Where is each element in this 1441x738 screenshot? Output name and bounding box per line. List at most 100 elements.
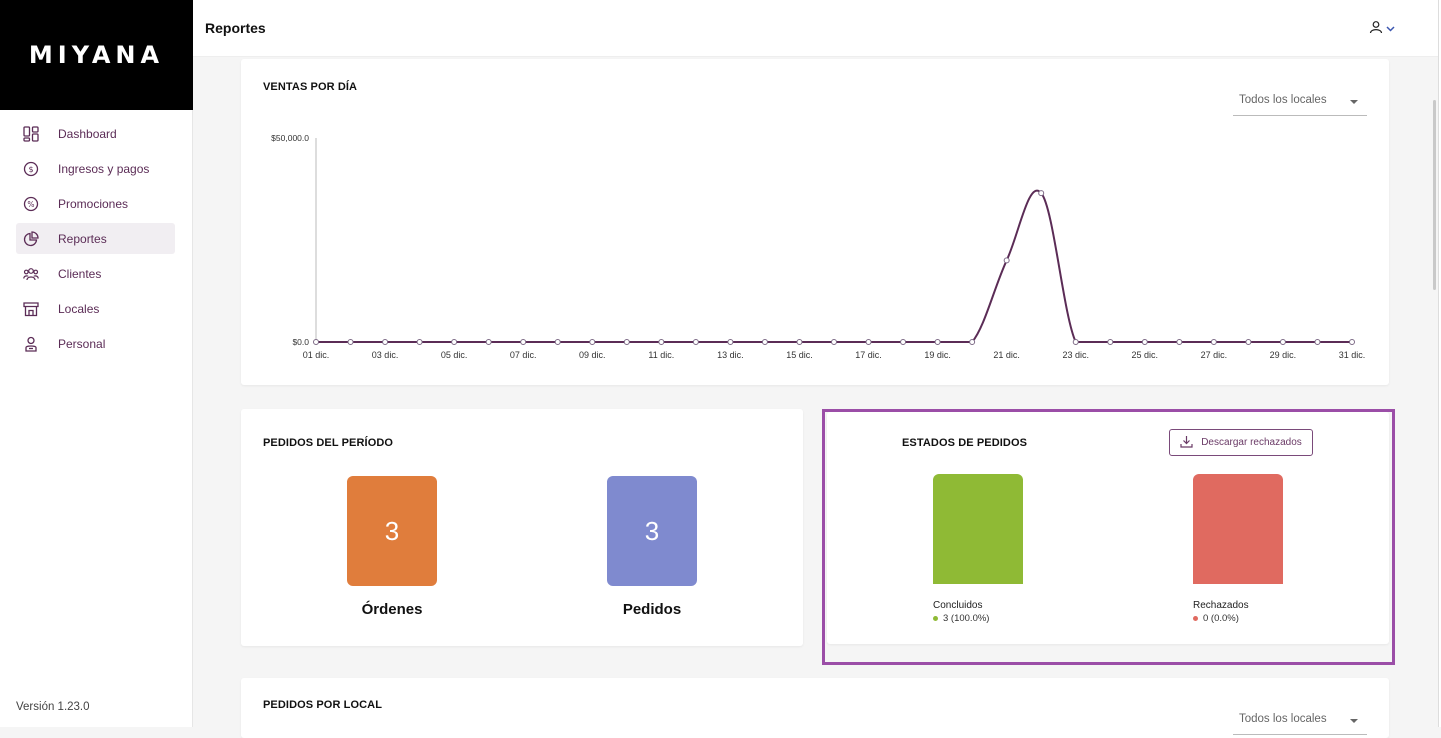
x-tick-label: 09 dic. (579, 350, 606, 360)
data-point (485, 339, 492, 345)
percent-icon: % (22, 195, 40, 213)
dollar-icon: $ (22, 160, 40, 178)
select-value: Todos los locales (1239, 94, 1327, 106)
data-point (831, 339, 837, 345)
sidebar-item-personal[interactable]: Personal (16, 328, 175, 359)
sidebar-item-label: Locales (58, 301, 100, 316)
x-tick-label: 07 dic. (510, 350, 537, 360)
data-point (761, 339, 768, 345)
select-value: Todos los locales (1239, 713, 1327, 725)
orders-caption: Órdenes (361, 601, 423, 618)
svg-text:%: % (27, 200, 34, 209)
logo[interactable]: MIYANA (0, 0, 193, 110)
x-tick-label: 15 dic. (786, 350, 813, 360)
page-title: Reportes (205, 20, 266, 36)
sidebar: MIYANA Dashboard $ Ingresos y pagos % Pr… (0, 0, 193, 727)
completed-bar (933, 474, 1023, 584)
completed-value: 3 (100.0%) (933, 613, 989, 624)
sidebar-item-dashboard[interactable]: Dashboard (16, 118, 175, 149)
y-tick-label: $0.0 (292, 337, 309, 347)
download-rejected-button[interactable]: Descargar rechazados (1169, 429, 1313, 456)
legend-dot (933, 616, 938, 621)
dashboard-icon (22, 125, 40, 143)
sidebar-item-reportes[interactable]: Reportes (16, 223, 175, 254)
completed-value-text: 3 (100.0%) (943, 613, 990, 624)
data-point (1245, 339, 1252, 345)
card-title: PEDIDOS DEL PERÍODO (263, 437, 394, 449)
sidebar-item-label: Personal (58, 336, 106, 351)
x-tick-label: 13 dic. (717, 350, 744, 360)
completed-label: Concluidos (933, 600, 983, 611)
sidebar-item-label: Promociones (58, 196, 129, 211)
top-bar: Reportes (193, 0, 1438, 57)
data-point (554, 339, 561, 345)
app-version: Versión 1.23.0 (16, 701, 90, 713)
x-tick-label: 29 dic. (1270, 350, 1297, 360)
sidebar-item-label: Dashboard (58, 126, 117, 141)
pedidos-caption: Pedidos (622, 601, 682, 618)
card-title: ESTADOS DE PEDIDOS (902, 437, 1028, 449)
x-tick-label: 05 dic. (441, 350, 468, 360)
user-menu-button[interactable] (1369, 20, 1396, 39)
data-point (1141, 339, 1148, 345)
data-point (865, 339, 872, 345)
data-point (1279, 339, 1286, 345)
orders-by-location-card: PEDIDOS POR LOCAL Todos los locales (241, 678, 1389, 738)
data-point (692, 339, 699, 345)
staff-icon (22, 335, 40, 353)
users-icon (22, 265, 40, 283)
logo-text: MIYANA (28, 41, 165, 69)
user-icon (1369, 20, 1383, 39)
sidebar-item-ingresos[interactable]: $ Ingresos y pagos (16, 153, 175, 184)
x-tick-label: 19 dic. (924, 350, 951, 360)
data-point (347, 339, 354, 345)
order-status-card: ESTADOS DE PEDIDOS Concluidos 3 (100.0%)… (827, 412, 1389, 644)
svg-text:$: $ (28, 165, 33, 174)
x-tick-label: 23 dic. (1062, 350, 1089, 360)
x-tick-label: 01 dic. (303, 350, 330, 360)
data-point (623, 339, 630, 345)
rejected-label: Rechazados (1193, 600, 1249, 611)
sidebar-item-label: Reportes (58, 231, 107, 246)
data-point (796, 339, 803, 345)
data-point (1038, 190, 1045, 197)
orders-count: 3 (384, 515, 400, 546)
data-point (934, 339, 941, 345)
pedidos-count-tile: 3 (607, 476, 697, 586)
data-point (1072, 339, 1079, 345)
data-point (520, 339, 527, 345)
location-select-2[interactable]: Todos los locales (1233, 707, 1367, 735)
download-label: Descargar rechazados (1201, 437, 1302, 448)
legend-dot (1193, 616, 1198, 621)
data-point (1314, 339, 1321, 345)
window-edge (1438, 0, 1441, 727)
download-icon (1180, 435, 1193, 451)
card-title: VENTAS POR DÍA (263, 81, 358, 93)
sidebar-item-promociones[interactable]: % Promociones (16, 188, 175, 219)
data-point (1107, 339, 1114, 345)
rejected-value: 0 (0.0%) (1193, 613, 1239, 624)
data-point (658, 339, 665, 345)
sales-by-day-card: VENTAS POR DÍA Todos los locales $0.0 $50… (241, 59, 1389, 385)
data-point (727, 339, 734, 345)
sidebar-item-locales[interactable]: Locales (16, 293, 175, 324)
sidebar-item-label: Clientes (58, 266, 102, 281)
data-point (969, 339, 976, 345)
data-point (1349, 339, 1355, 345)
location-select[interactable]: Todos los locales (1233, 88, 1367, 116)
sidebar-item-clientes[interactable]: Clientes (16, 258, 175, 289)
sales-series-line (315, 189, 1352, 344)
x-tick-label: 03 dic. (372, 350, 399, 360)
data-point (451, 339, 458, 345)
chevron-down-icon (1385, 21, 1396, 39)
orders-period-card: PEDIDOS DEL PERÍODO 3 Órdenes 3 Pedidos (241, 409, 803, 646)
pie-chart-icon (22, 230, 40, 248)
caret-down-icon (1350, 719, 1358, 723)
data-point (589, 339, 596, 345)
sales-line-chart: $0.0 $50,000.0 01 dic. 03 dic. 05 dic. 07 dic… (271, 133, 1365, 360)
sidebar-nav: Dashboard $ Ingresos y pagos % Promocion… (16, 118, 175, 363)
data-point (1003, 257, 1010, 264)
rejected-value-text: 0 (0.0%) (1203, 613, 1239, 624)
scrollbar-thumb[interactable] (1433, 100, 1436, 290)
x-tick-label: 25 dic. (1132, 350, 1159, 360)
